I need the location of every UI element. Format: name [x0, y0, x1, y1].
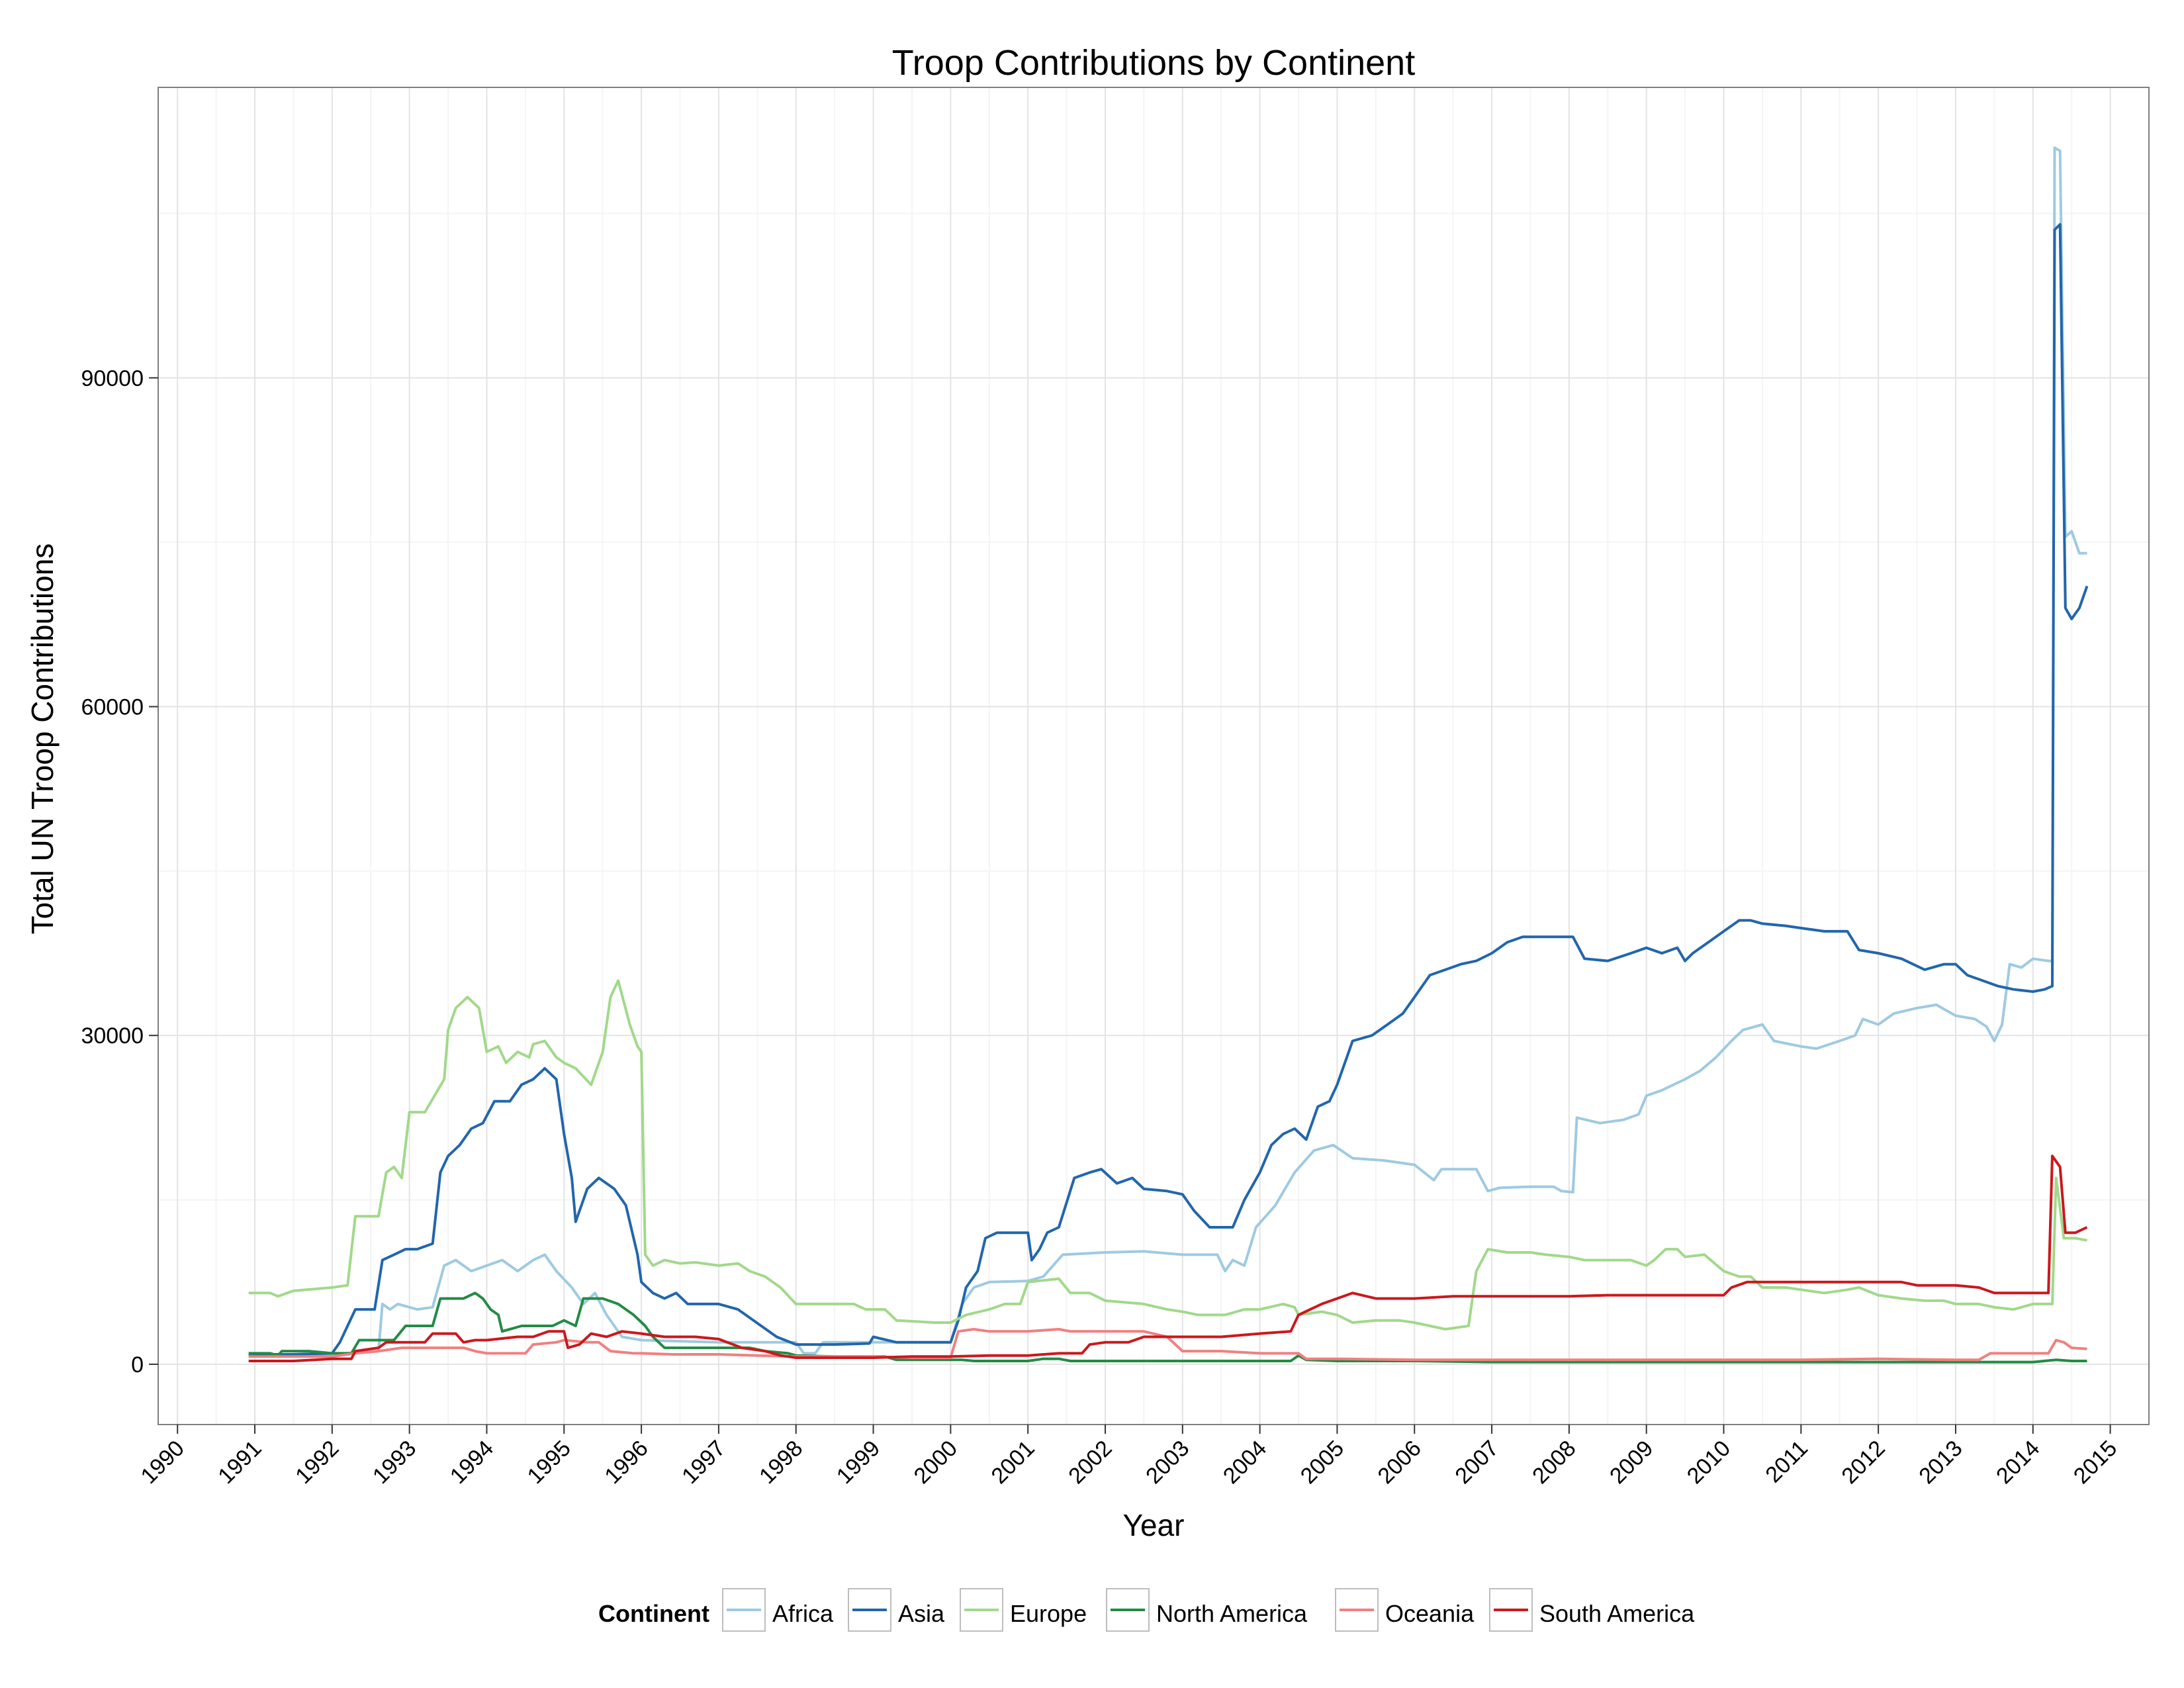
y-tick-label: 60000 [81, 694, 144, 720]
legend-item: Africa [722, 1588, 834, 1632]
y-tick-label: 30000 [81, 1023, 144, 1049]
legend-items: Africa Asia Europe North America Oceania Sout… [722, 1588, 1695, 1632]
legend-label: Europe [1010, 1600, 1087, 1627]
series-line-africa [248, 146, 2087, 1357]
legend: Continent Africa Asia Europe North America O… [598, 1588, 1695, 1632]
legend-item: Asia [848, 1588, 945, 1632]
legend-item: Oceania [1335, 1588, 1475, 1632]
legend-label: South America [1539, 1600, 1695, 1627]
legend-item: South America [1489, 1588, 1695, 1632]
chart-title: Troop Contributions by Continent [892, 43, 1415, 83]
legend-title: Continent [598, 1600, 709, 1627]
x-axis-title: Year [1123, 1508, 1185, 1542]
series-layer [248, 146, 2089, 1364]
grid-layer [158, 87, 2149, 1425]
legend-item: North America [1106, 1588, 1308, 1632]
legend-item: Europe [960, 1588, 1087, 1632]
series-line-europe [248, 979, 2087, 1331]
series-line-asia [248, 223, 2089, 1356]
y-tick-label: 0 [131, 1352, 144, 1378]
series-line-oceania [248, 1328, 2087, 1362]
series-line-south-america [248, 1154, 2088, 1362]
legend-label: Asia [898, 1600, 945, 1627]
plot-border [158, 87, 2150, 1425]
y-tick-label: 90000 [81, 366, 144, 391]
y-axis-title: Total UN Troop Contributions [25, 543, 60, 935]
legend-label: Oceania [1385, 1600, 1475, 1627]
legend-label: North America [1156, 1600, 1308, 1627]
legend-label: Africa [772, 1600, 834, 1627]
